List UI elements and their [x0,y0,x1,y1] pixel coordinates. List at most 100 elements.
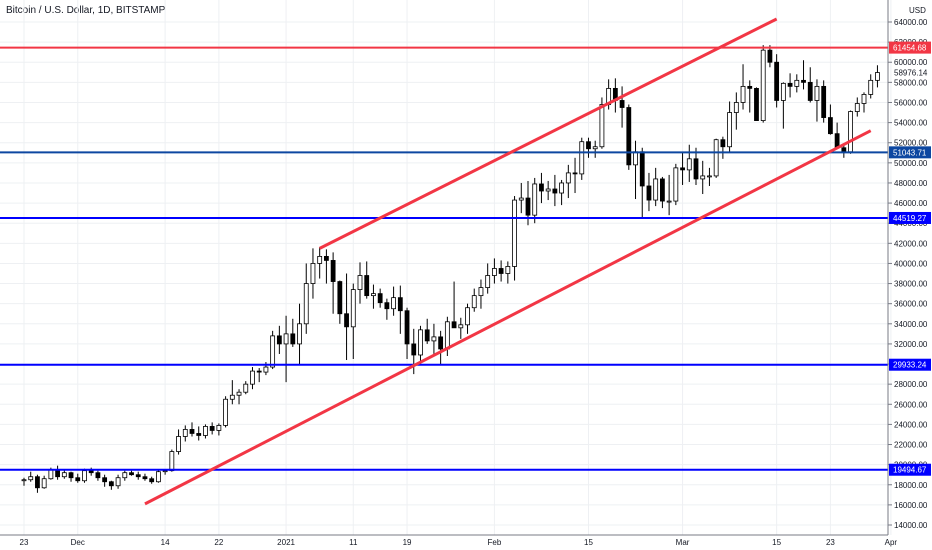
candle-up [727,112,732,148]
time-tick-label: 15 [772,538,781,547]
level-label-bg [889,463,931,476]
candle-up [491,268,497,276]
price-tick-label: 28000.00 [894,380,928,389]
price-tick-label: 50000.00 [894,159,928,168]
candle-down [438,336,444,350]
time-tick-label: Feb [488,538,502,547]
candle-down [377,293,383,304]
candle-up [317,255,323,264]
candle-down [129,472,134,476]
candle-down [55,469,60,478]
level-label: 29933.24 [893,361,927,370]
candle-down [102,477,108,483]
candle-up [545,188,551,192]
price-tick-label: 36000.00 [894,300,928,309]
candle-up [848,111,853,153]
candle-up [350,289,356,328]
candle-down [424,329,430,342]
candle-down [720,139,726,148]
candle-up [653,178,659,201]
time-tick-label: 23 [826,538,835,547]
candle-up [61,472,67,478]
price-tick-label: 64000.00 [894,18,928,27]
price-tick-label: 18000.00 [894,481,928,490]
candle-up [458,324,464,329]
candle-up [592,146,598,150]
time-tick-label: 14 [161,538,170,547]
price-tick-label: 16000.00 [894,501,928,510]
candle-up [559,182,564,194]
candle-down [196,433,202,436]
price-tick-label: 46000.00 [894,199,928,208]
candle-up [216,425,222,431]
candle-down [276,335,282,345]
time-tick-label: Apr [885,538,898,547]
price-tick-label: 58000.00 [894,78,928,87]
time-tick-label: 19 [403,538,412,547]
candle-up [666,200,672,203]
candle-down [95,472,101,479]
time-tick-label: Mar [676,538,690,547]
candle-up [223,398,229,426]
time-axis: 23 Dec 14 22 2021 11 19 Feb 15 Mar 15 23 Apr [20,538,898,547]
candle-down [552,188,558,194]
candle-up [868,79,874,95]
time-tick-label: 22 [214,538,223,547]
candle-down [397,297,403,312]
candle-up [203,426,208,436]
candle-up [599,104,605,148]
candle-up [713,139,719,177]
candle-up [297,323,302,345]
price-tick-label: 34000.00 [894,320,928,329]
candle-down [572,172,578,175]
candle-up [633,151,638,166]
candle-down [525,197,531,216]
trend-line-upper-channel [319,17,778,250]
candle-up [478,287,484,297]
candle-up [780,82,786,101]
candle-down [619,100,625,108]
candle-up [310,263,316,284]
candle-down [75,477,81,482]
candle-down [149,478,155,483]
candle-down [411,343,417,356]
candle-up [48,469,54,480]
level-label-bg [889,211,931,224]
time-tick-label: Dec [71,538,85,547]
level-label: 19494.67 [893,466,927,475]
candle-down [774,61,780,101]
candles [21,45,880,493]
candle-up [115,477,121,487]
grid-lines [0,0,892,535]
candle-down [841,147,847,153]
candle-down [807,81,813,101]
candle-up [760,49,766,121]
candle-up [357,275,363,290]
candle-up [41,478,47,489]
candle-down [639,151,645,187]
candle-down [290,333,296,345]
price-tick-label: 32000.00 [894,340,928,349]
candle-down [801,79,806,83]
candle-up [814,85,820,101]
candle-up [250,370,255,385]
candle-down [384,302,390,310]
level-label: 61454.68 [893,44,927,53]
time-tick-label: 11 [349,538,358,547]
horizontal-levels [0,46,888,471]
candle-up [182,429,188,437]
price-tick-label: 22000.00 [894,441,928,450]
candle-up [431,336,437,342]
candle-up [579,141,585,175]
candle-down [108,481,114,487]
candle-down [754,87,759,121]
candle-up [263,366,269,373]
candle-up [471,295,477,309]
price-tick-label: 14000.00 [894,521,928,530]
candle-up [700,175,706,180]
candle-down [680,167,685,171]
candle-up [444,321,450,350]
candle-up [371,293,376,297]
candle-down [828,117,833,135]
